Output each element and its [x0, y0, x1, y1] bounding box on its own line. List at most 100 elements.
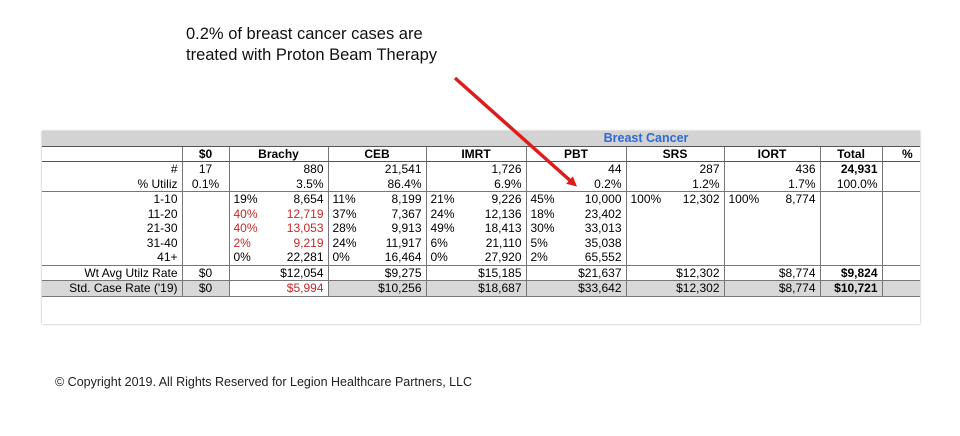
srs-value: 12,302: [682, 192, 720, 206]
cell-ceb: $9,275: [327, 265, 426, 281]
row-label: 41+: [42, 250, 182, 266]
ceb-pct: 0%: [327, 250, 364, 266]
pbt-pct: 5%: [525, 235, 566, 250]
row-label: Wt Avg Utilz Rate: [42, 265, 182, 281]
ceb-pct: 28%: [327, 221, 364, 236]
cell-brachy: $12,054: [228, 265, 328, 281]
row-label: 11-20: [147, 206, 178, 221]
header-extra: %: [881, 145, 920, 162]
fraction-row: 41+ 0% 22,281 0% 16,464 0% 27,920 2% 65,…: [42, 250, 920, 266]
imrt-pct: 0%: [425, 250, 462, 266]
header-pbt: PBT: [525, 145, 626, 162]
row-label: 21-30: [146, 221, 178, 235]
pbt-value: 65,552: [566, 250, 626, 266]
iort-pct: 100%: [723, 191, 767, 207]
brachy-pct: 19%: [228, 191, 267, 207]
header-row: $0 Brachy CEB IMRT PBT SRS IORT Total %: [42, 145, 920, 162]
cell-pbt: $21,637: [525, 265, 626, 281]
pbt-value: 10,000: [584, 192, 622, 206]
cell-imrt: 6.9%: [425, 176, 526, 192]
cell-ceb: 86.4%: [327, 176, 426, 192]
ceb-value: 11,917: [385, 235, 422, 250]
count-row: # 17 880 21,541 1,726 44 287 436 24,931: [42, 161, 920, 177]
brachy-pct: 40%: [228, 221, 267, 236]
ceb-pct: 11%: [327, 191, 364, 207]
title-band: Breast Cancer: [42, 131, 920, 146]
cell-imrt: 1,726: [425, 161, 526, 177]
cell-brachy: $5,994: [228, 280, 328, 297]
cell-iort: 1.7%: [723, 176, 821, 192]
fraction-row: 11-20 40% 12,719 37% 7,367 24% 12,136 18…: [42, 206, 920, 221]
pbt-pct: 2%: [525, 250, 566, 266]
imrt-pct: 24%: [425, 206, 462, 221]
cell-total: 24,931: [819, 161, 883, 177]
srs-pct: 100%: [625, 191, 668, 207]
ceb-pct: 24%: [327, 235, 364, 250]
annotation-line-1: 0.2% of breast cancer cases are: [186, 25, 423, 43]
imrt-value: 18,413: [484, 221, 522, 235]
cell-pbt: $33,642: [525, 280, 626, 297]
cell-iort: $8,774: [723, 280, 821, 297]
row-label: #: [170, 162, 178, 176]
cell-imrt: $15,185: [425, 265, 526, 281]
arrow-line: [453, 76, 577, 187]
row-label: % Utiliz: [42, 176, 182, 192]
row-label: 31-40: [146, 235, 178, 250]
fraction-row: 21-30 40% 13,053 28% 9,913 49% 18,413 30…: [42, 221, 920, 236]
cell-brachy: 880: [228, 161, 328, 177]
annotation-callout: 0.2% of breast cancer cases are treated …: [186, 24, 437, 66]
data-table: Breast Cancer $0 Brachy CEB IMRT PBT SRS…: [42, 131, 920, 297]
cell-total: 100.0%: [819, 176, 883, 192]
imrt-value: 27,920: [462, 250, 526, 266]
fraction-row: 1-10 19% 8,654 11% 8,199 21% 9,226 45% 1…: [42, 191, 920, 207]
cell-srs: 287: [625, 161, 724, 177]
imrt-value: 9,226: [491, 192, 522, 206]
cell-srs: $12,302: [625, 280, 724, 297]
brachy-pct: 0%: [228, 250, 267, 266]
header-total: Total: [819, 145, 883, 162]
cell-zero: 0.1%: [181, 176, 229, 192]
cell-iort: 436: [723, 161, 821, 177]
cell-srs: $12,302: [625, 265, 724, 281]
ceb-pct: 37%: [327, 206, 364, 221]
cell-total: $9,824: [819, 265, 883, 281]
ceb-value: 9,913: [391, 221, 422, 235]
cell-ceb: 21,541: [327, 161, 426, 177]
brachy-pct: 2%: [228, 235, 267, 250]
imrt-pct: 6%: [425, 235, 462, 250]
table-title: Breast Cancer: [526, 131, 767, 146]
annotation-line-2: treated with Proton Beam Therapy: [186, 46, 437, 64]
fraction-row: 31-40 2% 9,219 24% 11,917 6% 21,110 5% 3…: [42, 235, 920, 250]
row-label: 1-10: [153, 192, 178, 206]
pbt-value: 35,038: [584, 235, 622, 250]
wt-avg-row: Wt Avg Utilz Rate $0 $12,054 $9,275 $15,…: [42, 265, 920, 281]
util-row: % Utiliz 0.1% 3.5% 86.4% 6.9% 0.2% 1.2% …: [42, 176, 920, 192]
cell-ceb: $10,256: [327, 280, 426, 297]
header-zero: $0: [181, 145, 229, 162]
header-brachy: Brachy: [228, 145, 328, 162]
ceb-value: 16,464: [364, 250, 426, 266]
imrt-value: 12,136: [484, 206, 522, 221]
cell-zero: $0: [181, 280, 229, 297]
cell-srs: 1.2%: [625, 176, 724, 192]
breast-cancer-table: Breast Cancer $0 Brachy CEB IMRT PBT SRS…: [42, 131, 920, 324]
brachy-value: 22,281: [267, 250, 328, 266]
imrt-pct: 21%: [425, 191, 462, 207]
ceb-value: 8,199: [391, 192, 422, 206]
pbt-pct: 45%: [525, 191, 566, 207]
header-ceb: CEB: [327, 145, 426, 162]
pbt-pct: 30%: [525, 221, 566, 236]
imrt-pct: 49%: [425, 221, 462, 236]
row-label: Std. Case Rate ('19): [42, 280, 182, 297]
std-rate-row: Std. Case Rate ('19) $0 $5,994 $10,256 $…: [42, 280, 920, 297]
cell-zero: $0: [181, 265, 229, 281]
header-imrt: IMRT: [425, 145, 526, 162]
pbt-pct: 18%: [525, 206, 566, 221]
cell-imrt: $18,687: [425, 280, 526, 297]
iort-value: 8,774: [785, 192, 816, 206]
brachy-value: 8,654: [293, 192, 324, 206]
header-iort: IORT: [723, 145, 821, 162]
ceb-value: 7,367: [391, 206, 422, 221]
pbt-value: 23,402: [584, 206, 622, 221]
